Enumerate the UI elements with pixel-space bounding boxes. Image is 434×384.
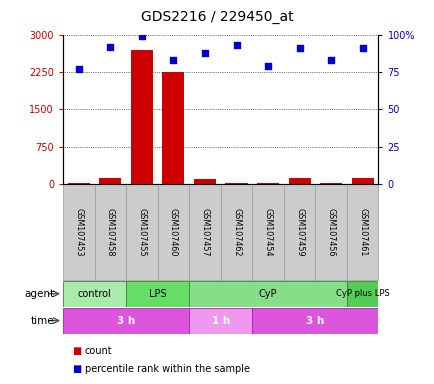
- Text: GDS2216 / 229450_at: GDS2216 / 229450_at: [141, 10, 293, 24]
- Text: GSM107455: GSM107455: [137, 208, 146, 257]
- Bar: [95, 184, 126, 280]
- Bar: [162, 72, 184, 184]
- Text: agent: agent: [24, 289, 54, 299]
- Bar: [126, 184, 157, 280]
- Point: [170, 57, 177, 63]
- Text: GSM107459: GSM107459: [294, 208, 303, 257]
- Text: time: time: [31, 316, 54, 326]
- Text: ■: ■: [72, 346, 81, 356]
- Text: ■: ■: [72, 364, 81, 374]
- Bar: [194, 179, 216, 184]
- Text: GSM107458: GSM107458: [105, 208, 115, 257]
- Bar: [131, 50, 153, 184]
- Bar: [99, 178, 121, 184]
- Bar: [63, 184, 95, 280]
- Text: GSM107453: GSM107453: [74, 208, 83, 257]
- Bar: [126, 281, 189, 307]
- Bar: [315, 184, 346, 280]
- Text: 3 h: 3 h: [117, 316, 135, 326]
- Bar: [283, 184, 315, 280]
- Text: 3 h: 3 h: [306, 316, 324, 326]
- Text: control: control: [78, 289, 111, 299]
- Bar: [346, 281, 378, 307]
- Bar: [252, 308, 378, 334]
- Text: count: count: [85, 346, 112, 356]
- Bar: [189, 184, 220, 280]
- Bar: [157, 184, 189, 280]
- Point: [233, 42, 240, 48]
- Text: CyP plus LPS: CyP plus LPS: [335, 289, 389, 298]
- Point: [75, 66, 82, 72]
- Text: percentile rank within the sample: percentile rank within the sample: [85, 364, 249, 374]
- Text: GSM107461: GSM107461: [357, 208, 366, 257]
- Bar: [288, 178, 310, 184]
- Text: GSM107462: GSM107462: [231, 208, 240, 257]
- Bar: [63, 281, 126, 307]
- Bar: [225, 183, 247, 184]
- Point: [264, 63, 271, 69]
- Text: 1 h: 1 h: [211, 316, 229, 326]
- Text: GSM107456: GSM107456: [326, 208, 335, 257]
- Point: [201, 50, 208, 56]
- Bar: [220, 184, 252, 280]
- Point: [358, 45, 365, 51]
- Text: GSM107454: GSM107454: [263, 208, 272, 257]
- Text: CyP: CyP: [258, 289, 277, 299]
- Text: GSM107460: GSM107460: [168, 208, 178, 257]
- Point: [296, 45, 302, 51]
- Bar: [63, 308, 189, 334]
- Bar: [189, 308, 252, 334]
- Bar: [256, 183, 279, 184]
- Bar: [252, 184, 283, 280]
- Bar: [319, 183, 342, 184]
- Bar: [351, 178, 373, 184]
- Point: [138, 33, 145, 39]
- Bar: [68, 183, 90, 184]
- Point: [327, 57, 334, 63]
- Point: [107, 43, 114, 50]
- Text: GSM107457: GSM107457: [200, 208, 209, 257]
- Bar: [346, 184, 378, 280]
- Bar: [189, 281, 346, 307]
- Text: LPS: LPS: [148, 289, 166, 299]
